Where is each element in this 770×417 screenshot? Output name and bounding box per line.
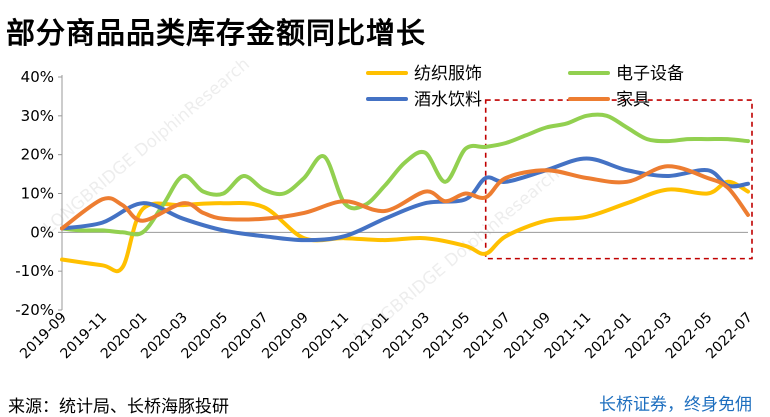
legend-label: 电子设备 bbox=[616, 64, 684, 84]
source-note: 来源：统计局、长桥海豚投研 bbox=[8, 397, 229, 417]
y-tick-label: 0% bbox=[30, 223, 54, 241]
y-tick-labels: -20% -10% 0% 10% 20% 30% 40% bbox=[15, 68, 62, 319]
highlight-region bbox=[484, 99, 753, 260]
y-tick-label: 10% bbox=[21, 185, 54, 203]
series-lines bbox=[60, 112, 750, 274]
y-tick-label: -10% bbox=[15, 262, 54, 280]
x-tick-labels: 2019-092019-112020-012020-032020-052020-… bbox=[17, 310, 756, 363]
series-line bbox=[60, 112, 750, 237]
axes bbox=[61, 75, 748, 310]
y-tick-label: 20% bbox=[21, 146, 54, 164]
legend-label: 家具 bbox=[616, 90, 650, 110]
y-tick-label: 30% bbox=[21, 107, 54, 125]
series-line bbox=[60, 164, 750, 231]
legend-label: 酒水饮料 bbox=[414, 90, 482, 110]
brand-slogan: 长桥证券，终身免佣 bbox=[599, 395, 752, 415]
y-tick-label: -20% bbox=[15, 301, 54, 319]
chart-title: 部分商品品类库存金额同比增长 bbox=[6, 16, 427, 50]
y-tick-label: 40% bbox=[21, 68, 54, 86]
highlight-box bbox=[484, 99, 753, 260]
watermark: LONGBRIDGE DolphinResearch bbox=[40, 54, 254, 238]
legend-label: 纺织服饰 bbox=[414, 64, 482, 84]
